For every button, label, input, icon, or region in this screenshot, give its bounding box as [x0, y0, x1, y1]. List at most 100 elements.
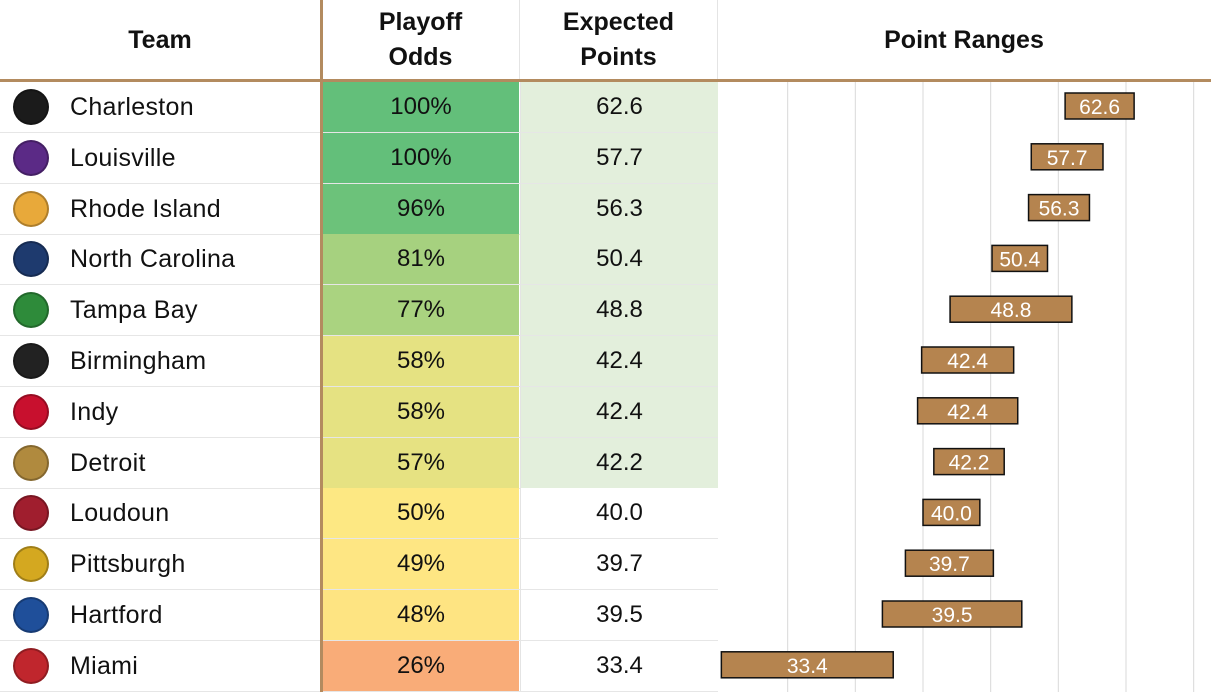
- range-bar: [933, 447, 1005, 476]
- table-row: North Carolina 81% 50.4: [0, 234, 718, 286]
- team-name: Miami: [70, 651, 139, 680]
- playoff-odds-cell: 48%: [323, 590, 519, 640]
- team-name: Birmingham: [70, 347, 207, 375]
- table-row: Detroit 57% 42.2: [0, 437, 718, 489]
- playoff-odds-cell: 100%: [323, 132, 519, 183]
- table-row: Hartford 48% 39.5: [0, 590, 718, 641]
- range-bar: [1027, 193, 1091, 222]
- team-name: Pittsburgh: [70, 550, 186, 579]
- range-bar-label: 48.8: [991, 299, 1032, 322]
- expected-points-cell: 40.0: [520, 488, 718, 539]
- team-cell: North Carolina: [0, 234, 320, 284]
- team-name: Rhode Island: [70, 194, 221, 223]
- expected-points-cell: 56.3: [520, 183, 718, 234]
- expected-points-cell: 57.7: [520, 132, 718, 183]
- range-bar: [949, 295, 1073, 323]
- range-bar-label: 57.7: [1047, 147, 1088, 170]
- playoff-odds-cell: 58%: [323, 336, 519, 386]
- team-cell: Birmingham: [0, 336, 320, 386]
- header-divider: [0, 79, 1211, 82]
- team-cell: Pittsburgh: [0, 539, 320, 589]
- range-bar: [720, 651, 894, 679]
- louisville-city-logo-icon: [13, 139, 49, 176]
- miami-fc-logo-icon: [13, 647, 49, 684]
- team-cell: Charleston: [0, 82, 320, 132]
- team-cell: Rhode Island: [0, 184, 320, 234]
- team-cell: Detroit: [0, 438, 320, 488]
- range-bar: [922, 498, 981, 527]
- playoff-odds-cell: 96%: [323, 183, 519, 234]
- rhode-island-fc-logo-icon: [13, 190, 49, 227]
- range-bar-label: 40.0: [931, 502, 972, 525]
- header-team: Team: [128, 25, 192, 54]
- header-expected-points: Expected Points: [562, 8, 675, 71]
- birmingham-legion-logo-icon: [13, 343, 49, 379]
- playoff-odds-cell: 81%: [323, 234, 519, 285]
- playoff-odds-cell: 77%: [323, 285, 519, 336]
- playoff-odds-cell: 26%: [323, 640, 519, 691]
- playoff-odds-cell: 50%: [323, 488, 519, 539]
- expected-points-cell: 42.4: [520, 336, 718, 386]
- range-bar-label: 56.3: [1039, 198, 1080, 221]
- expected-points-cell: 33.4: [520, 640, 718, 691]
- hartford-athletic-logo-icon: [13, 597, 49, 633]
- loudoun-united-logo-icon: [13, 495, 49, 532]
- playoff-odds-cell: 58%: [323, 386, 519, 437]
- range-bar: [920, 346, 1015, 374]
- header-point-ranges: Point Ranges: [884, 25, 1044, 54]
- expected-points-cell: 48.8: [520, 285, 718, 336]
- team-column-divider: [320, 0, 323, 692]
- range-bar: [904, 549, 995, 577]
- expected-points-cell: 62.6: [520, 82, 718, 132]
- range-bar-label: 42.4: [947, 350, 988, 373]
- table-row: Indy 58% 42.4: [0, 386, 718, 438]
- team-name: Loudoun: [70, 499, 170, 528]
- team-name: Hartford: [70, 601, 163, 629]
- team-name: Tampa Bay: [70, 296, 198, 325]
- table-row: Pittsburgh 49% 39.7: [0, 539, 718, 591]
- range-bar-label: 42.4: [947, 401, 988, 424]
- table-row: Louisville 100% 57.7: [0, 132, 718, 184]
- pittsburgh-riverhounds-logo-icon: [13, 546, 49, 583]
- range-bar: [1030, 143, 1104, 171]
- range-bar: [916, 397, 1019, 425]
- table-row: Charleston 100% 62.6: [0, 82, 718, 133]
- range-bar-label: 39.7: [929, 553, 970, 576]
- expected-points-cell: 50.4: [520, 234, 718, 285]
- table-row: Loudoun 50% 40.0: [0, 488, 718, 540]
- table-row: Rhode Island 96% 56.3: [0, 183, 718, 235]
- playoff-odds-cell: 100%: [323, 82, 519, 132]
- range-bar-label: 33.4: [787, 655, 828, 678]
- expected-points-cell: 39.7: [520, 539, 718, 590]
- header-separator: [717, 0, 718, 80]
- table-row: Tampa Bay 77% 48.8: [0, 285, 718, 337]
- tampa-bay-rowdies-logo-icon: [13, 292, 49, 329]
- playoff-odds-cell: 57%: [323, 437, 519, 488]
- team-name: Detroit: [70, 448, 146, 477]
- team-name: Indy: [70, 397, 119, 426]
- header-separator: [519, 0, 520, 80]
- team-cell: Indy: [0, 387, 320, 437]
- team-cell: Tampa Bay: [0, 285, 320, 335]
- team-name: Louisville: [70, 143, 176, 172]
- playoff-odds-cell: 49%: [323, 539, 519, 590]
- team-name: Charleston: [70, 93, 194, 121]
- charleston-battery-logo-icon: [13, 89, 49, 125]
- range-bar-label: 42.2: [949, 452, 990, 475]
- header-playoff-odds: Playoff Odds: [378, 8, 463, 71]
- detroit-city-fc-logo-icon: [13, 444, 49, 481]
- expected-points-cell: 39.5: [520, 590, 718, 640]
- table-row: Miami 26% 33.4: [0, 640, 718, 692]
- point-ranges-chart: 62.6 57.7 56.3 50.4 48.8 42.4 42.4 42.2 40.0 39.7…: [720, 82, 1195, 692]
- range-bar: [1064, 92, 1135, 120]
- table-row: Birmingham 58% 42.4: [0, 336, 718, 387]
- indy-eleven-logo-icon: [13, 393, 49, 430]
- north-carolina-fc-logo-icon: [13, 241, 49, 278]
- team-cell: Hartford: [0, 590, 320, 640]
- expected-points-cell: 42.2: [520, 437, 718, 488]
- team-cell: Miami: [0, 641, 320, 691]
- expected-points-cell: 42.4: [520, 386, 718, 437]
- team-name: North Carolina: [70, 245, 236, 274]
- team-cell: Louisville: [0, 133, 320, 183]
- range-bar-label: 39.5: [932, 604, 973, 627]
